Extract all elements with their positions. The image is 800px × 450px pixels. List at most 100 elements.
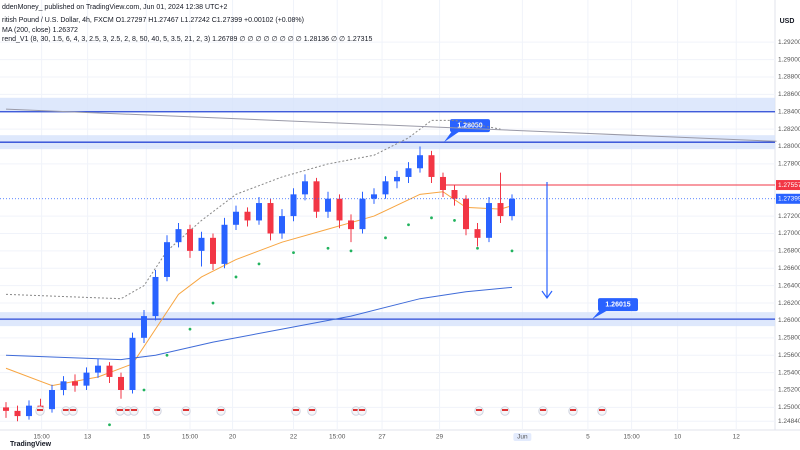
x-tick-label: 15:00	[623, 434, 640, 441]
candle-body	[95, 365, 101, 373]
candle-body	[3, 407, 9, 411]
candle-body	[486, 203, 492, 238]
candle-body	[451, 190, 458, 199]
price-tag-label: 1.27399	[778, 196, 800, 203]
candle-body	[256, 203, 262, 221]
candle-body	[463, 198, 469, 230]
price-tag-label: 1.27557	[778, 182, 800, 189]
candle-body	[83, 372, 90, 386]
y-tick-label: 1.28200	[778, 126, 800, 133]
event-flag-stripe	[540, 409, 546, 411]
y-tick-label: 1.29000	[778, 56, 800, 63]
candle-body	[164, 242, 170, 277]
candle-body	[210, 237, 216, 264]
candle-body	[244, 211, 251, 221]
candle-body	[129, 337, 136, 390]
supertrend-dot	[108, 423, 111, 427]
supertrend-dot	[165, 353, 169, 357]
candle-body	[382, 181, 389, 195]
event-flag-stripe	[599, 409, 605, 411]
y-tick-label: 1.28600	[778, 91, 800, 98]
overlay-line	[5, 108, 777, 142]
event-flag-stripe	[353, 409, 359, 411]
x-tick-label: Jun	[517, 434, 528, 441]
down-arrow	[541, 182, 553, 300]
y-tick-label: 1.25600	[778, 352, 800, 359]
symbol-info: ritish Pound / U.S. Dollar, 4h, FXCM O1.…	[2, 17, 304, 24]
candle-body	[371, 194, 377, 199]
x-tick-label: 15:00	[182, 434, 199, 441]
candle-body	[106, 365, 113, 377]
y-tick-label: 1.27200	[778, 213, 800, 220]
event-flag-stripe	[218, 409, 224, 411]
candle-body	[359, 198, 366, 230]
x-tick-label: 20	[229, 434, 237, 441]
event-flag-stripe	[293, 409, 299, 411]
supertrend-dot	[292, 251, 295, 255]
candle-body	[152, 276, 159, 317]
y-tick-label: 1.25400	[778, 369, 800, 376]
candle-body	[118, 376, 124, 390]
axes: 1.29200 1.29000 1.28800 1.28600 1.28400 1.282…	[34, 39, 800, 441]
candle-body	[474, 229, 481, 238]
plot: 1.28050 1.26015	[0, 97, 777, 427]
y-tick-label: 1.27800	[778, 161, 800, 168]
y-tick-label: 1.27000	[778, 230, 800, 237]
candle-body	[233, 211, 239, 225]
event-flag-stripe	[476, 409, 482, 411]
y-tick-label: 1.26600	[778, 265, 800, 272]
candle-body	[141, 316, 147, 338]
candle-body	[26, 405, 32, 417]
x-tick-label: 10	[674, 434, 682, 441]
candle-body	[279, 216, 285, 234]
level-label: 1.28050	[457, 123, 482, 130]
event-flag-stripe	[502, 409, 508, 411]
y-tick-label: 1.26000	[778, 317, 800, 324]
candle-body	[394, 176, 400, 182]
supertrend-dot	[211, 301, 215, 305]
event-flag-stripe	[570, 409, 576, 411]
x-tick-label: 27	[378, 434, 386, 441]
candle-body	[72, 381, 78, 386]
y-tick-label: 1.25200	[778, 387, 800, 394]
supertrend-dot	[510, 249, 514, 253]
callout-pointer	[592, 310, 608, 320]
candle-body	[428, 155, 435, 177]
candle-body	[187, 229, 193, 251]
event-flag-stripe	[359, 409, 365, 411]
y-tick-label: 1.26200	[778, 300, 800, 307]
candle-body	[198, 237, 205, 251]
candle-body	[49, 390, 55, 410]
callout-box	[598, 298, 638, 312]
y-tick-label: 1.28400	[778, 108, 800, 115]
level-label: 1.26015	[605, 301, 630, 308]
supertrend-dot	[234, 275, 238, 279]
candle-body	[336, 198, 343, 221]
date-highlight	[513, 433, 532, 441]
callout-pointer	[444, 131, 460, 143]
y-tick-label: 1.25000	[778, 404, 800, 411]
level-zone	[0, 97, 775, 112]
event-flag-stripe	[131, 409, 137, 411]
x-tick-label: 15:00	[34, 434, 51, 441]
overlay-line	[5, 119, 501, 300]
supertrend-dot	[384, 236, 387, 240]
indicator-ma: MA (200, close) 1.26372	[2, 27, 78, 34]
candle-body	[221, 224, 228, 264]
y-tick-label: 1.26800	[778, 248, 800, 255]
candle-body	[175, 229, 182, 243]
candle-body	[348, 220, 354, 230]
supertrend-dot	[476, 246, 479, 250]
event-flag-stripe	[154, 409, 160, 411]
candle-body	[267, 203, 274, 234]
event-flag-stripe	[117, 409, 123, 411]
candle-body	[313, 181, 320, 212]
x-tick-label: 29	[436, 434, 444, 441]
supertrend-dot	[142, 388, 146, 392]
supertrend-dot	[453, 219, 456, 222]
event-flag-stripe	[125, 409, 131, 411]
publisher: ddenMoney_ published on TradingView.com,…	[2, 4, 227, 11]
candle-body	[14, 410, 21, 417]
candle-body	[325, 198, 331, 212]
currency: USD	[780, 18, 795, 25]
